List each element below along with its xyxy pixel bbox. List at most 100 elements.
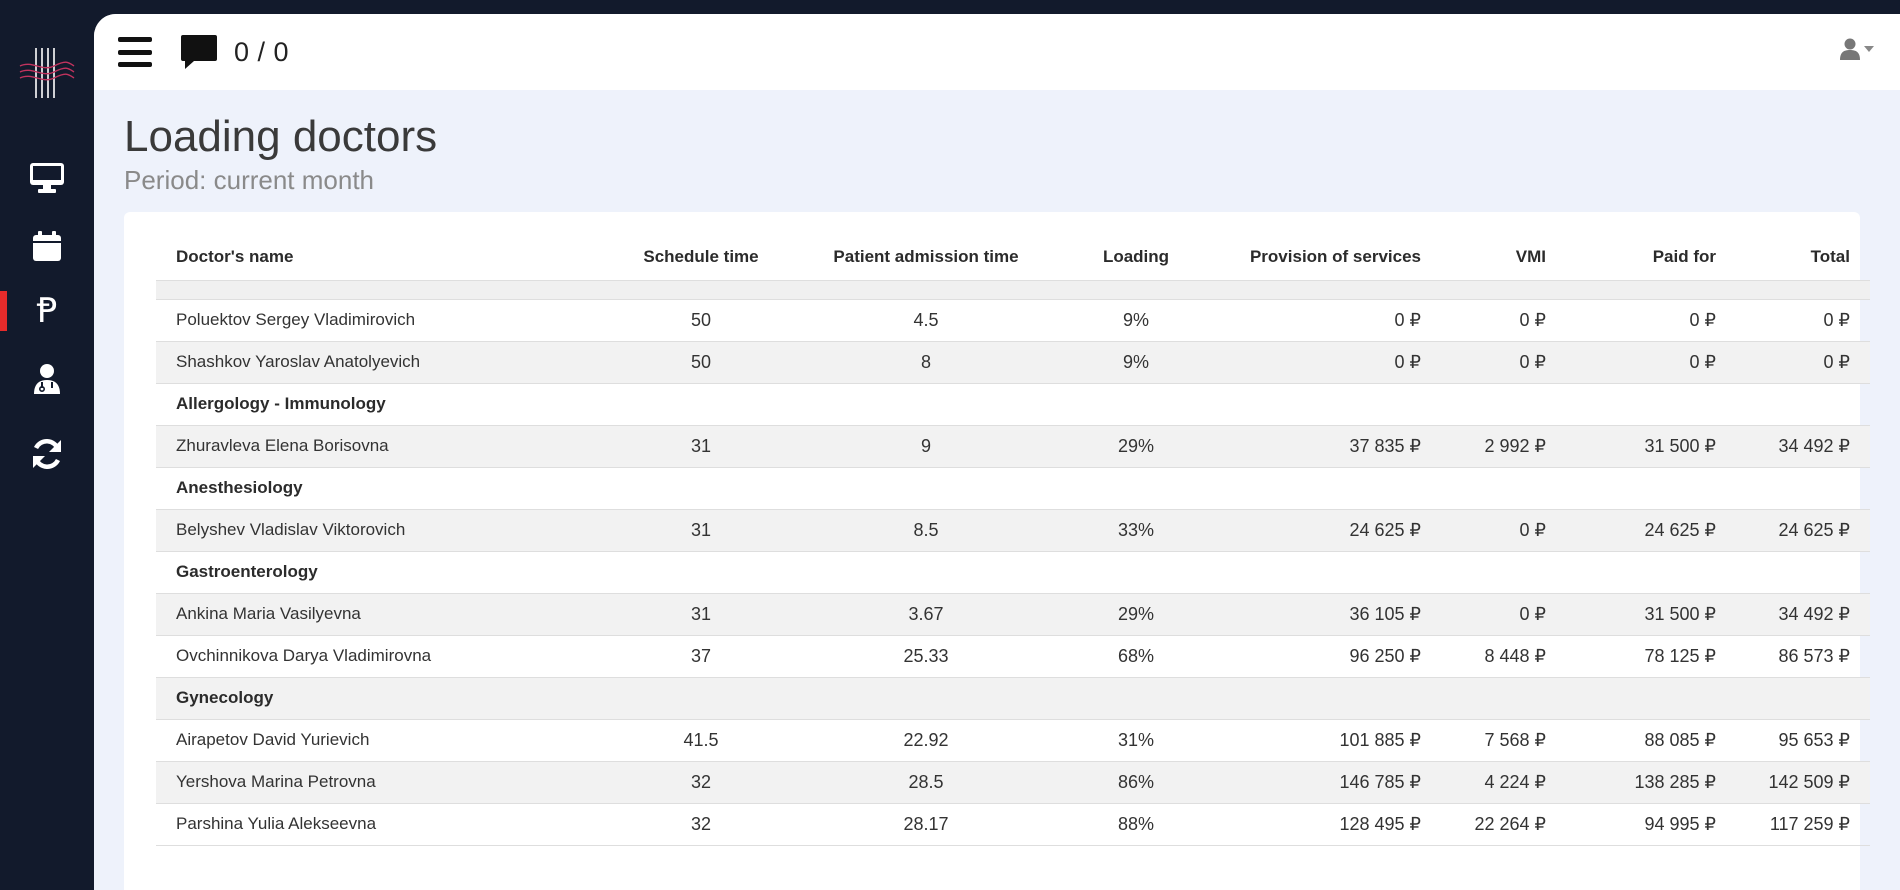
menu-toggle-icon[interactable] xyxy=(118,37,152,67)
admission-time: 25.33 xyxy=(791,635,1061,678)
chevron-down-icon xyxy=(1864,46,1874,52)
paid-value: 31 500 ₽ xyxy=(1566,593,1736,636)
chat-icon[interactable] xyxy=(180,33,218,71)
admission-time: 4.5 xyxy=(791,299,1061,342)
doctor-name: Yershova Marina Petrovna xyxy=(156,761,611,804)
sidebar: Ᵽ xyxy=(0,0,94,890)
nav-calendar[interactable] xyxy=(0,224,94,268)
admission-time: 3.67 xyxy=(791,593,1061,636)
nav-sync[interactable] xyxy=(0,432,94,476)
table-row[interactable]: Parshina Yulia Alekseevna 32 28.17 88% 1… xyxy=(156,803,1870,846)
group-row: Gynecology xyxy=(156,677,1870,720)
admission-time: 28.5 xyxy=(791,761,1061,804)
schedule-time: 50 xyxy=(611,341,791,384)
vmi-value: 0 ₽ xyxy=(1441,593,1566,636)
services-value: 146 785 ₽ xyxy=(1211,761,1441,804)
admission-time: 9 xyxy=(791,425,1061,468)
col-header-loading[interactable]: Loading xyxy=(1102,246,1170,266)
loading-value: 31% xyxy=(1061,719,1211,762)
table-row[interactable]: Zhuravleva Elena Borisovna 31 9 29% 37 8… xyxy=(156,425,1870,468)
col-header-schedule[interactable]: Schedule time xyxy=(643,246,759,266)
services-value: 37 835 ₽ xyxy=(1211,425,1441,468)
schedule-time: 31 xyxy=(611,593,791,636)
loading-value: 29% xyxy=(1061,593,1211,636)
main-content: 0 / 0 Loading doctors Period: current mo… xyxy=(94,14,1900,890)
col-header-total[interactable]: Total xyxy=(1810,246,1850,266)
group-row: Gastroenterology xyxy=(156,551,1870,594)
paid-value: 0 ₽ xyxy=(1566,341,1736,384)
paid-value: 138 285 ₽ xyxy=(1566,761,1736,804)
specialty-group-label: Allergology - Immunology xyxy=(156,383,1870,426)
page-title: Loading doctors xyxy=(124,112,438,161)
vmi-value: 4 224 ₽ xyxy=(1441,761,1566,804)
paid-value: 88 085 ₽ xyxy=(1566,719,1736,762)
admission-time: 8 xyxy=(791,341,1061,384)
user-menu[interactable] xyxy=(1840,38,1874,60)
table-row[interactable]: Poluektov Sergey Vladimirovich 50 4.5 9%… xyxy=(156,299,1870,342)
table-spacer-row xyxy=(156,279,1870,300)
app-logo[interactable] xyxy=(18,44,76,102)
vmi-value: 8 448 ₽ xyxy=(1441,635,1566,678)
doctor-name: Parshina Yulia Alekseevna xyxy=(156,803,611,846)
doctor-name: Belyshev Vladislav Viktorovich xyxy=(156,509,611,552)
total-value: 95 653 ₽ xyxy=(1736,719,1870,762)
total-value: 0 ₽ xyxy=(1736,299,1870,342)
specialty-group-label: Anesthesiology xyxy=(156,467,1870,510)
doctor-icon xyxy=(34,364,60,394)
monitor-icon xyxy=(30,163,64,193)
total-value: 117 259 ₽ xyxy=(1736,803,1870,846)
col-header-services[interactable]: Provision of services xyxy=(1249,246,1421,266)
group-row: Anesthesiology xyxy=(156,467,1870,510)
col-header-name[interactable]: Doctor's name xyxy=(176,246,294,266)
total-value: 142 509 ₽ xyxy=(1736,761,1870,804)
group-row: Allergology - Immunology xyxy=(156,383,1870,426)
services-value: 0 ₽ xyxy=(1211,341,1441,384)
nav-finance[interactable]: Ᵽ xyxy=(0,289,94,333)
page-subtitle: Period: current month xyxy=(124,165,375,195)
col-header-paid[interactable]: Paid for xyxy=(1652,246,1716,266)
schedule-time: 31 xyxy=(611,425,791,468)
paid-value: 24 625 ₽ xyxy=(1566,509,1736,552)
vmi-value: 0 ₽ xyxy=(1441,509,1566,552)
table-row[interactable]: Ankina Maria Vasilyevna 31 3.67 29% 36 1… xyxy=(156,593,1870,636)
services-value: 24 625 ₽ xyxy=(1211,509,1441,552)
services-value: 128 495 ₽ xyxy=(1211,803,1441,846)
col-header-vmi[interactable]: VMI xyxy=(1515,246,1546,266)
schedule-time: 37 xyxy=(611,635,791,678)
user-icon xyxy=(1840,38,1860,60)
table-row[interactable]: Airapetov David Yurievich 41.5 22.92 31%… xyxy=(156,719,1870,762)
services-value: 36 105 ₽ xyxy=(1211,593,1441,636)
schedule-time: 32 xyxy=(611,803,791,846)
table-row[interactable]: Belyshev Vladislav Viktorovich 31 8.5 33… xyxy=(156,509,1870,552)
message-counter: 0 / 0 xyxy=(234,36,290,67)
doctor-name: Ovchinnikova Darya Vladimirovna xyxy=(156,635,611,678)
loading-value: 9% xyxy=(1061,299,1211,342)
col-header-admission[interactable]: Patient admission time xyxy=(833,246,1019,266)
total-value: 34 492 ₽ xyxy=(1736,593,1870,636)
paid-value: 78 125 ₽ xyxy=(1566,635,1736,678)
total-value: 24 625 ₽ xyxy=(1736,509,1870,552)
loading-value: 33% xyxy=(1061,509,1211,552)
vmi-value: 22 264 ₽ xyxy=(1441,803,1566,846)
loading-value: 68% xyxy=(1061,635,1211,678)
admission-time: 28.17 xyxy=(791,803,1061,846)
nav-doctors[interactable] xyxy=(0,357,94,401)
sync-icon xyxy=(33,439,61,469)
doctors-table: Doctor's name Schedule time Patient admi… xyxy=(156,234,1870,846)
services-value: 101 885 ₽ xyxy=(1211,719,1441,762)
paid-value: 31 500 ₽ xyxy=(1566,425,1736,468)
total-value: 0 ₽ xyxy=(1736,341,1870,384)
doctor-name: Airapetov David Yurievich xyxy=(156,719,611,762)
vmi-value: 2 992 ₽ xyxy=(1441,425,1566,468)
nav-dashboard[interactable] xyxy=(0,156,94,200)
specialty-group-label: Gastroenterology xyxy=(156,551,1870,594)
vmi-value: 0 ₽ xyxy=(1441,299,1566,342)
ruble-icon: Ᵽ xyxy=(36,291,58,331)
table-row[interactable]: Ovchinnikova Darya Vladimirovna 37 25.33… xyxy=(156,635,1870,678)
table-row[interactable]: Yershova Marina Petrovna 32 28.5 86% 146… xyxy=(156,761,1870,804)
table-row[interactable]: Shashkov Yaroslav Anatolyevich 50 8 9% 0… xyxy=(156,341,1870,384)
schedule-time: 31 xyxy=(611,509,791,552)
total-value: 34 492 ₽ xyxy=(1736,425,1870,468)
schedule-time: 41.5 xyxy=(611,719,791,762)
calendar-icon xyxy=(33,231,61,261)
